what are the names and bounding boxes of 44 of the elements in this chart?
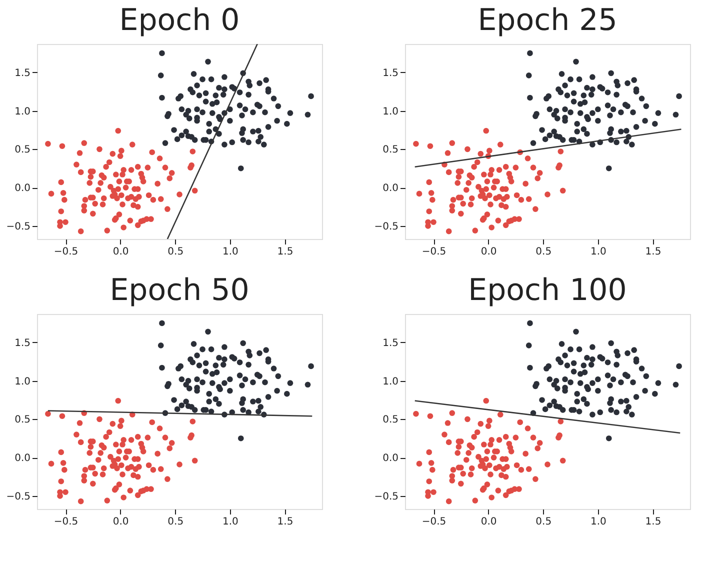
chart-title: Epoch 25 — [478, 3, 618, 38]
y-tick-label: 1.0 — [14, 376, 30, 388]
y-tick-label: 1.0 — [382, 106, 398, 118]
y-tick-label: 1.0 — [382, 376, 398, 388]
y-tick-label: 0.5 — [14, 144, 30, 156]
x-tick-label: 0.0 — [112, 516, 129, 528]
y-tick-label: 0.5 — [382, 414, 398, 426]
x-tick-label: 1.0 — [222, 246, 238, 258]
y-tick-label: 1.5 — [382, 68, 398, 79]
x-tick-label: 0.0 — [112, 246, 129, 258]
y-tick-label: 1.5 — [382, 338, 398, 349]
y-tick-label: −0.5 — [374, 491, 398, 502]
x-tick-label: 1.0 — [590, 246, 606, 258]
x-tick-label: −0.5 — [54, 246, 78, 258]
x-tick-label: 0.0 — [480, 516, 497, 528]
chart-title: Epoch 100 — [468, 273, 627, 308]
x-tick-label: 1.0 — [222, 516, 238, 528]
y-tick-label: 0.5 — [14, 414, 30, 426]
x-tick-label: −0.5 — [422, 516, 446, 528]
x-tick-label: −0.5 — [54, 516, 78, 528]
y-tick-label: 0.0 — [382, 453, 398, 464]
x-tick-label: 0.5 — [536, 246, 552, 258]
x-tick-label: 1.5 — [645, 516, 662, 528]
x-tick-label: 0.0 — [480, 246, 497, 258]
chart-title: Epoch 50 — [110, 273, 250, 308]
x-tick-label: 1.5 — [645, 246, 662, 258]
y-tick-label: 1.5 — [14, 68, 30, 79]
y-tick-label: −0.5 — [374, 221, 398, 232]
x-tick-label: 0.5 — [168, 246, 184, 258]
x-tick-label: 1.5 — [277, 246, 294, 258]
chart-title: Epoch 0 — [119, 3, 240, 38]
x-tick-label: 0.5 — [168, 516, 184, 528]
x-tick-label: 1.0 — [590, 516, 606, 528]
y-tick-label: −0.5 — [6, 491, 30, 502]
x-tick-label: −0.5 — [422, 246, 446, 258]
y-tick-label: 0.0 — [382, 183, 398, 194]
y-tick-label: 0.0 — [14, 453, 30, 464]
y-tick-label: −0.5 — [6, 221, 30, 232]
x-tick-label: 1.5 — [277, 516, 294, 528]
x-tick-label: 0.5 — [536, 516, 552, 528]
y-tick-label: 0.0 — [14, 183, 30, 194]
y-tick-label: 0.5 — [382, 144, 398, 156]
y-tick-label: 1.0 — [14, 106, 30, 118]
y-tick-label: 1.5 — [14, 338, 30, 349]
